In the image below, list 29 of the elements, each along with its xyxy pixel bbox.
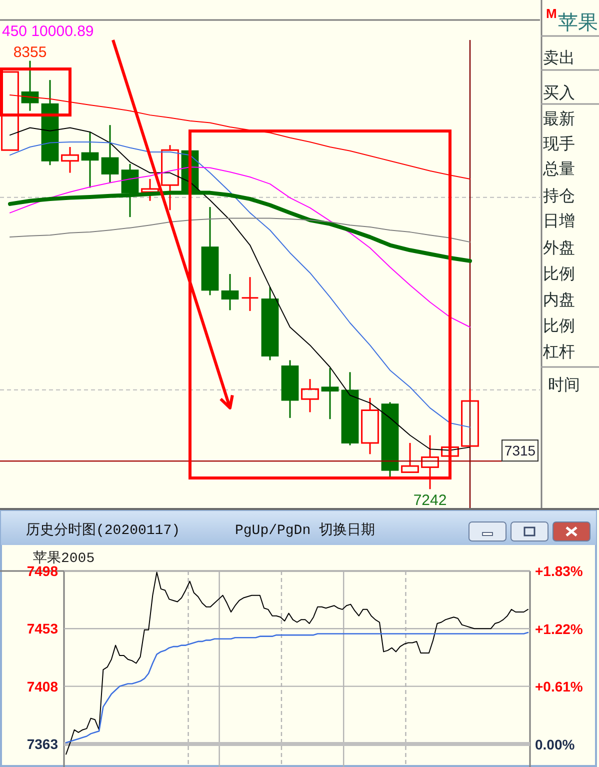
text: 最新	[543, 109, 575, 128]
text: 日增	[543, 211, 575, 230]
ref-line: 7315	[0, 440, 538, 462]
y2-tick-label: +0.61%	[535, 678, 583, 695]
y-tick-label: 7408	[26, 678, 58, 694]
y2-tick-label: +1.83%	[535, 563, 583, 579]
ref-line-label: 7315	[504, 442, 536, 459]
text: 外盘	[543, 238, 575, 257]
text: 现手	[543, 134, 575, 153]
text: 卖出	[543, 48, 575, 67]
text: 持仓	[543, 186, 575, 205]
text: 内盘	[543, 290, 575, 309]
y2-tick-label: +1.22%	[535, 620, 583, 637]
y2-tick-label: 0.00%	[535, 736, 575, 752]
text: 比例	[543, 316, 575, 335]
text: 买入	[543, 83, 575, 102]
text: 总量	[542, 159, 575, 178]
y-tick-label: 7453	[26, 620, 58, 637]
annotation: PgUp/PgDn 切换日期	[235, 523, 376, 539]
text: 杠杆	[542, 342, 575, 361]
text: M	[546, 6, 557, 21]
title: 历史分时图(20200117)	[26, 523, 180, 539]
text: 比例	[543, 264, 575, 283]
annotation: 8355	[13, 44, 47, 61]
annotation: 7242	[413, 492, 447, 510]
text: 苹果	[558, 10, 598, 34]
text: 时间	[548, 375, 580, 394]
y-tick-label: 7363	[26, 736, 58, 752]
annotation: 450 10000.89	[2, 23, 94, 40]
